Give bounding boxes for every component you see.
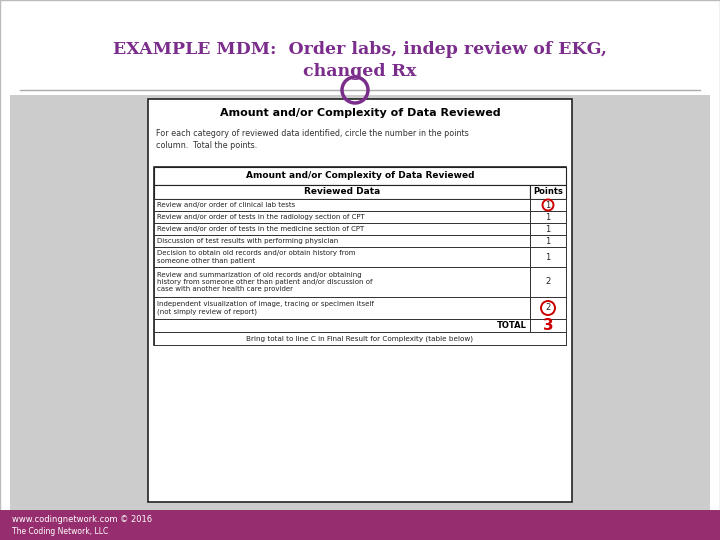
Text: EXAMPLE MDM:  Order labs, indep review of EKG,: EXAMPLE MDM: Order labs, indep review of… [113,42,607,58]
FancyBboxPatch shape [154,223,530,235]
Text: 2: 2 [545,303,551,313]
Text: Review and summarization of old records and/or obtaining
history from someone ot: Review and summarization of old records … [157,272,372,293]
FancyBboxPatch shape [530,267,566,297]
FancyBboxPatch shape [154,332,566,345]
Text: Review and/or order of tests in the radiology section of CPT: Review and/or order of tests in the radi… [157,214,365,220]
Text: For each category of reviewed data identified, circle the number in the points
c: For each category of reviewed data ident… [156,129,469,150]
Text: Discussion of test results with performing physician: Discussion of test results with performi… [157,238,338,244]
FancyBboxPatch shape [10,95,710,510]
Text: 1: 1 [545,200,551,210]
Text: Amount and/or Complexity of Data Reviewed: Amount and/or Complexity of Data Reviewe… [220,108,500,118]
FancyBboxPatch shape [154,235,530,247]
FancyBboxPatch shape [530,199,566,211]
Text: TOTAL: TOTAL [497,321,527,330]
Text: Review and/or order of clinical lab tests: Review and/or order of clinical lab test… [157,202,295,208]
Text: Reviewed Data: Reviewed Data [304,187,380,197]
FancyBboxPatch shape [154,199,530,211]
Text: 3: 3 [543,318,553,333]
FancyBboxPatch shape [148,99,572,502]
FancyBboxPatch shape [530,223,566,235]
FancyBboxPatch shape [530,297,566,319]
Text: changed Rx: changed Rx [303,64,417,80]
FancyBboxPatch shape [154,185,530,199]
Text: 2: 2 [545,278,551,287]
Text: Independent visualization of image, tracing or specimen itself
(not simply revie: Independent visualization of image, trac… [157,301,374,315]
FancyBboxPatch shape [154,247,530,267]
Text: 1: 1 [545,237,551,246]
Text: Amount and/or Complexity of Data Reviewed: Amount and/or Complexity of Data Reviewe… [246,172,474,180]
FancyBboxPatch shape [530,211,566,223]
Text: Review and/or order of tests in the medicine section of CPT: Review and/or order of tests in the medi… [157,226,364,232]
FancyBboxPatch shape [530,185,566,199]
Text: The Coding Network, LLC: The Coding Network, LLC [12,526,108,536]
FancyBboxPatch shape [154,211,530,223]
FancyBboxPatch shape [530,247,566,267]
Text: Points: Points [533,187,563,197]
Text: Decision to obtain old records and/or obtain history from
someone other than pat: Decision to obtain old records and/or ob… [157,250,356,264]
Text: 1: 1 [545,253,551,261]
FancyBboxPatch shape [154,167,566,185]
FancyBboxPatch shape [530,319,566,332]
Text: 1: 1 [545,213,551,221]
FancyBboxPatch shape [154,267,530,297]
Bar [0,510,720,540]
FancyBboxPatch shape [154,319,530,332]
FancyBboxPatch shape [530,235,566,247]
Text: Bring total to line C in Final Result for Complexity (table below): Bring total to line C in Final Result fo… [246,335,474,342]
FancyBboxPatch shape [154,167,566,345]
Text: www.codingnetwork.com © 2016: www.codingnetwork.com © 2016 [12,516,152,524]
Text: 1: 1 [545,225,551,233]
FancyBboxPatch shape [154,297,530,319]
